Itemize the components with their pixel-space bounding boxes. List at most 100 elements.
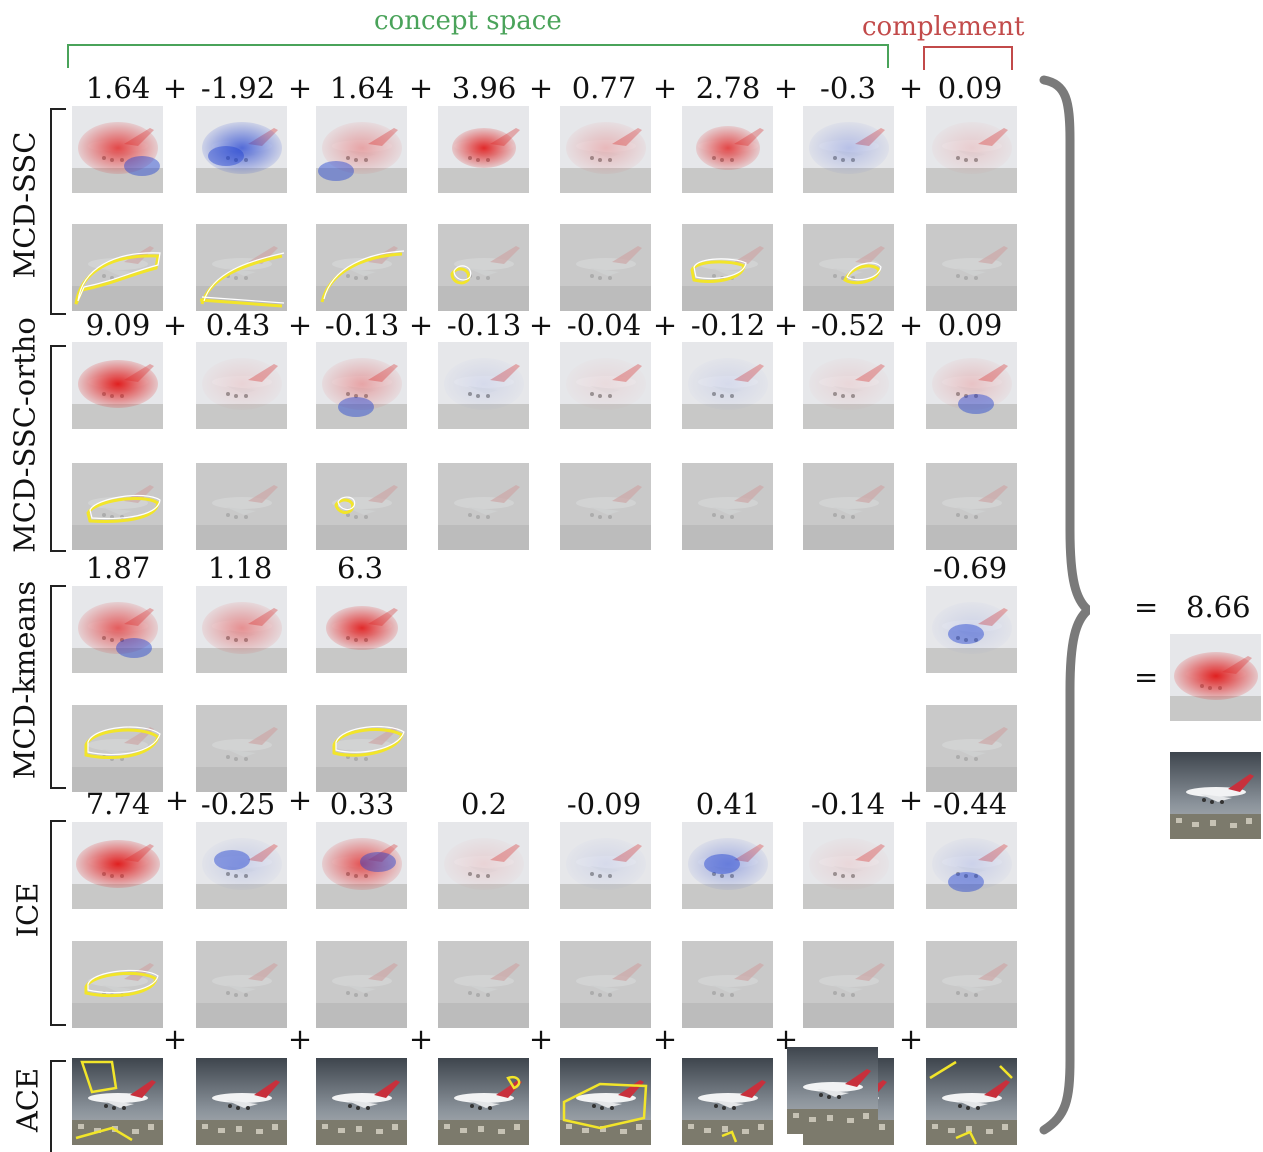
sum-brace bbox=[1039, 75, 1090, 1135]
coef: -0.3 bbox=[820, 71, 876, 105]
mask-tile bbox=[72, 463, 163, 550]
coef: 0.09 bbox=[937, 308, 1003, 342]
plus: + bbox=[898, 783, 924, 817]
segment-tile bbox=[682, 1058, 773, 1145]
mask-tile bbox=[72, 941, 163, 1028]
heatmap-tile bbox=[72, 106, 163, 193]
mask-tile bbox=[803, 941, 894, 1028]
coef: 0.41 bbox=[695, 787, 761, 821]
segment-tile bbox=[926, 1058, 1017, 1145]
heatmap-tile bbox=[196, 586, 287, 673]
plus: + bbox=[162, 1022, 188, 1056]
coef: -0.09 bbox=[566, 787, 642, 821]
plus: + bbox=[898, 71, 924, 105]
coef: 2.78 bbox=[695, 71, 761, 105]
row-bracket-mcd-kmeans bbox=[50, 585, 66, 789]
row-label-ice: ICE bbox=[10, 882, 45, 938]
mask-tile bbox=[196, 463, 287, 550]
heatmap-tile bbox=[1170, 634, 1261, 721]
plus: + bbox=[287, 783, 313, 817]
mask-tile bbox=[926, 463, 1017, 550]
heatmap-tile bbox=[926, 822, 1017, 909]
coef: 0.33 bbox=[329, 787, 395, 821]
plus: + bbox=[652, 71, 678, 105]
heatmap-tile bbox=[438, 822, 529, 909]
mask-tile bbox=[316, 463, 407, 550]
coef: 0.2 bbox=[460, 787, 508, 821]
coef: -1.92 bbox=[200, 71, 276, 105]
coef: 1.64 bbox=[329, 71, 395, 105]
coef: -0.69 bbox=[932, 551, 1008, 585]
coef: -0.14 bbox=[810, 787, 886, 821]
mask-tile bbox=[72, 224, 163, 311]
mask-tile bbox=[438, 224, 529, 311]
segment-tile bbox=[316, 1058, 407, 1145]
coef: 0.09 bbox=[937, 71, 1003, 105]
heatmap-tile bbox=[72, 586, 163, 673]
heatmap-tile bbox=[196, 822, 287, 909]
mask-tile bbox=[803, 463, 894, 550]
plus: + bbox=[652, 308, 678, 342]
segment-tile bbox=[196, 1058, 287, 1145]
heatmap-tile bbox=[316, 822, 407, 909]
row-label-mcd-kmeans: MCD-kmeans bbox=[7, 580, 42, 780]
plus: + bbox=[162, 71, 188, 105]
coef: 3.96 bbox=[451, 71, 517, 105]
plus: + bbox=[773, 308, 799, 342]
coef: 6.3 bbox=[336, 551, 384, 585]
row-bracket-ice bbox=[50, 820, 66, 1026]
plus: + bbox=[164, 783, 190, 817]
coef: 0.77 bbox=[571, 71, 637, 105]
row-label-ace: ACE bbox=[10, 1067, 45, 1133]
mask-tile bbox=[196, 224, 287, 311]
mask-tile bbox=[682, 941, 773, 1028]
plus: + bbox=[162, 308, 188, 342]
coef: -0.04 bbox=[566, 308, 642, 342]
mask-tile bbox=[438, 463, 529, 550]
result-value: 8.66 bbox=[1186, 590, 1251, 624]
coef: -0.12 bbox=[690, 308, 766, 342]
coef: 0.43 bbox=[205, 308, 271, 342]
complement-title: complement bbox=[862, 12, 1025, 42]
coef: 1.18 bbox=[207, 551, 273, 585]
row-label-mcd-ssc: MCD-SSC bbox=[7, 131, 42, 279]
heatmap-tile bbox=[196, 342, 287, 429]
plus: + bbox=[528, 71, 554, 105]
segment-tile bbox=[438, 1058, 529, 1145]
segment-tile bbox=[1170, 752, 1261, 839]
mask-tile bbox=[560, 463, 651, 550]
plus: + bbox=[287, 1022, 313, 1056]
plus: + bbox=[528, 1022, 554, 1056]
segment-tile bbox=[560, 1058, 651, 1145]
heatmap-tile bbox=[560, 342, 651, 429]
mask-tile bbox=[560, 224, 651, 311]
mask-tile bbox=[926, 941, 1017, 1028]
coef: -0.13 bbox=[446, 308, 522, 342]
coef: 9.09 bbox=[85, 308, 151, 342]
heatmap-tile bbox=[72, 822, 163, 909]
heatmap-tile bbox=[926, 586, 1017, 673]
heatmap-tile bbox=[560, 822, 651, 909]
heatmap-tile bbox=[803, 342, 894, 429]
coef: -0.44 bbox=[932, 787, 1008, 821]
row-bracket-mcd-ssc-ortho bbox=[50, 345, 66, 552]
coef: -0.25 bbox=[200, 787, 276, 821]
equals-sign-2: = bbox=[1134, 660, 1159, 694]
heatmap-tile bbox=[682, 822, 773, 909]
coef: -0.13 bbox=[324, 308, 400, 342]
plus: + bbox=[898, 308, 924, 342]
heatmap-tile bbox=[926, 342, 1017, 429]
mask-tile bbox=[196, 941, 287, 1028]
heatmap-tile bbox=[926, 106, 1017, 193]
segment-tile bbox=[787, 1047, 878, 1134]
heatmap-tile bbox=[803, 106, 894, 193]
heatmap-tile bbox=[316, 586, 407, 673]
heatmap-tile bbox=[682, 342, 773, 429]
coef: 7.74 bbox=[85, 787, 151, 821]
plus: + bbox=[287, 308, 313, 342]
mask-tile bbox=[682, 463, 773, 550]
heatmap-tile bbox=[316, 342, 407, 429]
plus: + bbox=[898, 1022, 924, 1056]
plus: + bbox=[528, 308, 554, 342]
mask-tile bbox=[803, 224, 894, 311]
